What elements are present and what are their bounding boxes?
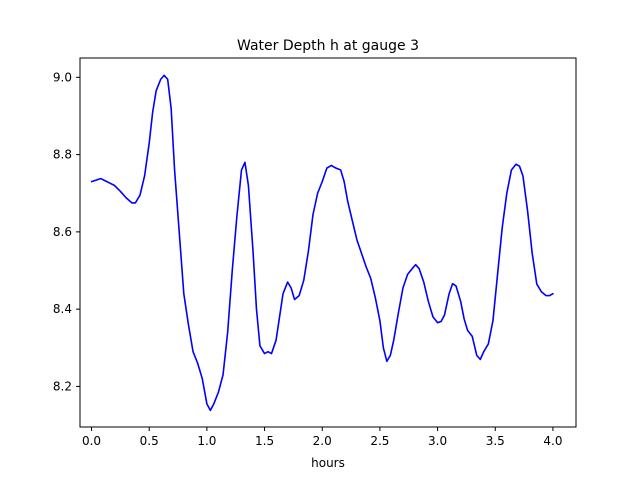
x-tick-label: 2.5 (370, 434, 389, 448)
x-tick-label: 2.0 (313, 434, 332, 448)
y-tick-label: 8.6 (53, 225, 72, 239)
x-axis: 0.0 0.5 1.0 1.5 2.0 2.5 3.0 3.5 4.0 (82, 427, 562, 448)
y-tick-label: 8.2 (53, 379, 72, 393)
y-tick-label: 8.4 (53, 302, 72, 316)
x-tick-label: 1.5 (255, 434, 274, 448)
chart-title: Water Depth h at gauge 3 (237, 38, 419, 54)
y-axis: 8.2 8.4 8.6 8.8 9.0 (53, 70, 80, 393)
x-tick-label: 1.0 (197, 434, 216, 448)
plot-area (90, 74, 554, 412)
x-tick-label: 4.0 (543, 434, 562, 448)
series-line-0 (90, 74, 554, 412)
x-tick-label: 3.0 (428, 434, 447, 448)
x-tick-label: 0.5 (140, 434, 159, 448)
y-tick-label: 9.0 (53, 70, 72, 84)
x-axis-label: hours (311, 456, 345, 470)
x-tick-label: 0.0 (82, 434, 101, 448)
x-tick-label: 3.5 (486, 434, 505, 448)
y-tick-label: 8.8 (53, 148, 72, 162)
axes-frame (79, 57, 577, 428)
